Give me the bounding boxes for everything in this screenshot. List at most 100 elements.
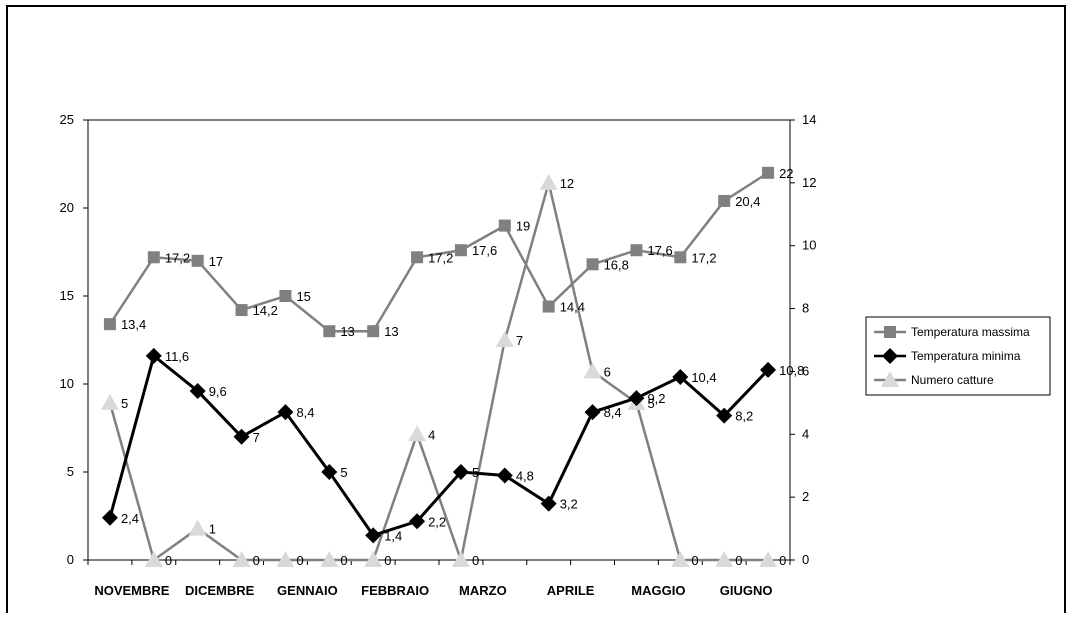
temperatura-massima-point xyxy=(235,304,248,317)
temperatura-minima-point xyxy=(321,464,338,480)
numero-catture-value-label: 0 xyxy=(296,553,303,568)
temperatura-massima-value-label: 14,4 xyxy=(560,300,585,315)
temperatura-massima-value-label: 14,2 xyxy=(253,303,278,318)
temperatura-minima-point xyxy=(189,383,206,400)
temperatura-massima-point xyxy=(498,219,511,232)
temperatura-minima-point xyxy=(584,404,601,421)
right-tick-label: 14 xyxy=(802,112,816,127)
x-category-label: NOVEMBRE xyxy=(94,583,169,598)
numero-catture-value-label: 4 xyxy=(428,427,435,442)
legend-label-numero-catture: Numero catture xyxy=(911,373,994,387)
temperatura-massima-point xyxy=(147,251,160,264)
temperatura-minima-value-label: 8,4 xyxy=(296,405,314,420)
chart-frame xyxy=(6,5,1066,613)
temperatura-massima-value-label: 17,2 xyxy=(165,250,190,265)
temperatura-massima-point xyxy=(454,244,467,257)
right-tick-label: 10 xyxy=(802,238,816,253)
temperatura-massima-line xyxy=(108,171,769,333)
temperatura-massima-value-label: 17,2 xyxy=(691,250,716,265)
numero-catture-point xyxy=(100,393,119,410)
temperatura-minima-point xyxy=(409,513,426,530)
temperatura-minima-value-label: 11,6 xyxy=(165,349,189,364)
legend-marker-temperatura-minima xyxy=(882,348,898,364)
numero-catture-point xyxy=(364,551,383,567)
x-category-label: MAGGIO xyxy=(631,583,685,598)
temperatura-massima-value-label: 17,6 xyxy=(647,243,672,258)
legend-marker-temperatura-massima xyxy=(884,326,896,338)
numero-catture-point xyxy=(188,519,207,536)
left-tick-label: 15 xyxy=(60,288,74,303)
temperatura-minima-value-label: 2,4 xyxy=(121,511,139,526)
series-layer xyxy=(100,166,778,567)
temperatura-massima-value-label: 17,2 xyxy=(428,250,453,265)
temperatura-massima-point xyxy=(762,166,775,179)
right-tick-label: 6 xyxy=(802,363,809,378)
temperatura-minima-point xyxy=(496,467,513,484)
temperatura-minima-value-label: 8,2 xyxy=(735,409,753,424)
numero-catture-point xyxy=(671,551,690,567)
numero-catture-value-label: 7 xyxy=(516,333,523,348)
numero-catture-line xyxy=(108,182,769,565)
temperatura-massima-point xyxy=(674,251,687,264)
x-category-label: GIUGNO xyxy=(720,583,773,598)
numero-catture-value-label: 0 xyxy=(691,553,698,568)
numero-catture-point xyxy=(495,331,514,347)
x-category-label: MARZO xyxy=(459,583,507,598)
temperatura-minima-value-label: 5 xyxy=(472,465,479,480)
temperatura-massima-value-label: 13,4 xyxy=(121,317,146,332)
x-category-label: APRILE xyxy=(547,583,595,598)
temperatura-massima-value-label: 19 xyxy=(516,219,530,234)
temperatura-massima-value-label: 15 xyxy=(296,289,310,304)
temperatura-minima-value-label: 10,8 xyxy=(779,363,804,378)
temperatura-minima-value-label: 4,8 xyxy=(516,469,534,484)
temperatura-minima-value-label: 2,2 xyxy=(428,514,446,529)
x-category-label: GENNAIO xyxy=(277,583,338,598)
temperatura-minima-point xyxy=(672,368,689,385)
right-tick-label: 0 xyxy=(802,552,809,567)
x-category-label: DICEMBRE xyxy=(185,583,255,598)
numero-catture-value-label: 0 xyxy=(340,553,347,568)
temperatura-minima-point xyxy=(277,404,294,421)
temperatura-minima-point xyxy=(145,347,162,364)
temperatura-massima-point xyxy=(191,254,204,267)
temperatura-massima-point xyxy=(367,325,380,338)
temperatura-massima-value-label: 16,8 xyxy=(604,257,629,272)
left-tick-label: 20 xyxy=(60,200,74,215)
right-tick-label: 2 xyxy=(802,489,809,504)
temperatura-massima-value-label: 20,4 xyxy=(735,194,760,209)
left-tick-label: 5 xyxy=(67,464,74,479)
left-tick-label: 25 xyxy=(60,112,74,127)
left-tick-label: 10 xyxy=(60,376,74,391)
numero-catture-point xyxy=(408,425,427,442)
numero-catture-value-label: 0 xyxy=(253,553,260,568)
numero-catture-point xyxy=(539,173,558,190)
temperatura-massima-value-label: 13 xyxy=(340,324,354,339)
temperatura-massima-point xyxy=(411,251,424,264)
temperatura-massima-point xyxy=(586,258,599,271)
right-tick-label: 4 xyxy=(802,426,809,441)
temperatura-minima-value-label: 8,4 xyxy=(604,405,622,420)
numero-catture-point xyxy=(144,551,163,567)
numero-catture-value-label: 0 xyxy=(472,553,479,568)
temperatura-massima-value-label: 17,6 xyxy=(472,243,497,258)
legend[interactable]: Temperatura massima Temperatura minima Num… xyxy=(865,316,1051,396)
numero-catture-point xyxy=(451,551,470,567)
left-tick-label: 0 xyxy=(67,552,74,567)
numero-catture-point xyxy=(232,551,251,567)
temperatura-minima-value-label: 5 xyxy=(340,465,347,480)
temperatura-massima-point xyxy=(630,244,643,257)
temperatura-minima-value-label: 7 xyxy=(253,430,260,445)
temperatura-minima-value-label: 9,2 xyxy=(647,391,665,406)
temperatura-minima-point xyxy=(233,428,250,445)
x-category-label: FEBBRAIO xyxy=(361,583,429,598)
temperatura-massima-point xyxy=(323,325,336,338)
legend-marker-numero-catture xyxy=(881,371,899,387)
temperatura-massima-point xyxy=(103,318,116,331)
temperatura-minima-value-label: 10,4 xyxy=(691,370,716,385)
numero-catture-point xyxy=(276,551,295,567)
numero-catture-value-label: 12 xyxy=(560,176,574,191)
numero-catture-value-label: 1 xyxy=(209,522,216,537)
temperatura-massima-value-label: 17 xyxy=(209,254,223,269)
